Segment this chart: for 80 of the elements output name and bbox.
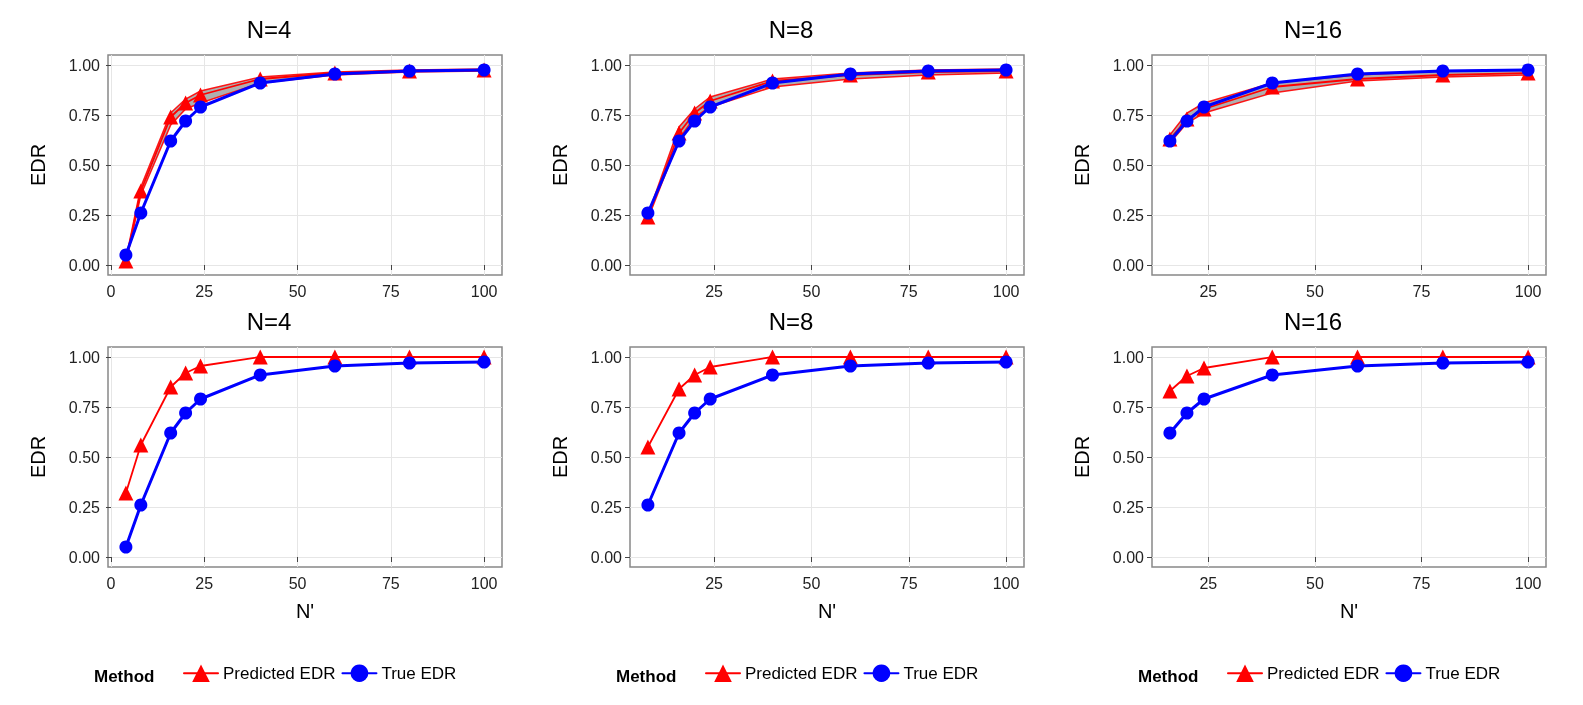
legend-title: Method [94,667,155,686]
x-tick-label: 50 [802,282,821,300]
chart-title: N=16 [1283,15,1343,43]
legend-label: Predicted EDR [1267,663,1380,683]
y-tick-label: 0.75 [590,398,623,416]
y-tick-label: 1.00 [590,56,623,74]
x-tick-label: 100 [470,574,498,592]
y-tick-label: 0.25 [1112,206,1145,224]
y-tick-label: 0.00 [68,256,101,274]
x-tick-label: 75 [381,282,400,300]
x-tick-label: 25 [705,574,724,592]
x-tick-label: 50 [1305,282,1324,300]
y-tick-label: 0.75 [68,398,101,416]
x-axis-title: N' [1339,600,1359,622]
y-axis-title: EDR [549,143,571,187]
y-tick-label: 0.25 [68,498,101,516]
y-tick-label: 0.25 [68,206,101,224]
y-tick-label: 0.00 [68,548,101,566]
legend-title: Method [1138,667,1199,686]
y-axis-title: EDR [27,143,49,187]
chart-title: N=8 [768,307,814,335]
y-tick-label: 0.50 [1112,448,1145,466]
x-tick-label: 100 [1514,282,1542,300]
legend-label: True EDR [381,663,457,683]
legend-label: True EDR [903,663,979,683]
y-tick-label: 0.25 [590,498,623,516]
y-tick-label: 1.00 [590,348,623,366]
y-tick-label: 1.00 [68,348,101,366]
chart-title: N=4 [246,15,292,43]
x-tick-label: 0 [106,574,116,592]
x-tick-label: 100 [470,282,498,300]
y-tick-label: 0.00 [1112,256,1145,274]
chart-title: N=4 [246,307,292,335]
x-tick-label: 50 [288,574,307,592]
x-tick-label: 75 [1412,282,1431,300]
chart-title: N=8 [768,15,814,43]
y-axis-title: EDR [1071,143,1093,187]
chart-title: N=16 [1283,307,1343,335]
y-tick-label: 0.25 [1112,498,1145,516]
y-tick-label: 0.75 [590,106,623,124]
y-tick-label: 1.00 [1112,56,1145,74]
y-tick-label: 0.50 [590,448,623,466]
y-axis-title: EDR [549,435,571,479]
x-tick-label: 75 [899,282,918,300]
legend-label: Predicted EDR [745,663,858,683]
x-tick-label: 25 [195,574,214,592]
x-tick-label: 75 [1412,574,1431,592]
y-tick-label: 0.25 [590,206,623,224]
y-axis-title: EDR [27,435,49,479]
x-axis-title: N' [295,600,315,622]
x-tick-label: 50 [1305,574,1324,592]
x-tick-label: 50 [802,574,821,592]
y-tick-label: 1.00 [68,56,101,74]
y-axis-title: EDR [1071,435,1093,479]
y-tick-label: 0.75 [1112,106,1145,124]
x-tick-label: 100 [1514,574,1542,592]
legend-label: True EDR [1425,663,1501,683]
x-tick-label: 25 [1199,574,1218,592]
x-tick-label: 100 [992,282,1020,300]
x-tick-label: 50 [288,282,307,300]
x-tick-label: 75 [899,574,918,592]
y-tick-label: 1.00 [1112,348,1145,366]
y-tick-label: 0.75 [1112,398,1145,416]
y-tick-label: 0.50 [590,156,623,174]
y-tick-label: 0.00 [590,256,623,274]
x-tick-label: 25 [195,282,214,300]
x-tick-label: 25 [1199,282,1218,300]
y-tick-label: 0.00 [1112,548,1145,566]
x-axis-title: N' [817,600,837,622]
x-tick-label: 25 [705,282,724,300]
x-tick-label: 75 [381,574,400,592]
legend-title: Method [616,667,677,686]
y-tick-label: 0.50 [68,448,101,466]
x-tick-label: 100 [992,574,1020,592]
legend-label: Predicted EDR [223,663,336,683]
y-tick-label: 0.75 [68,106,101,124]
x-tick-label: 0 [106,282,116,300]
y-tick-label: 0.00 [590,548,623,566]
y-tick-label: 0.50 [68,156,101,174]
y-tick-label: 0.50 [1112,156,1145,174]
